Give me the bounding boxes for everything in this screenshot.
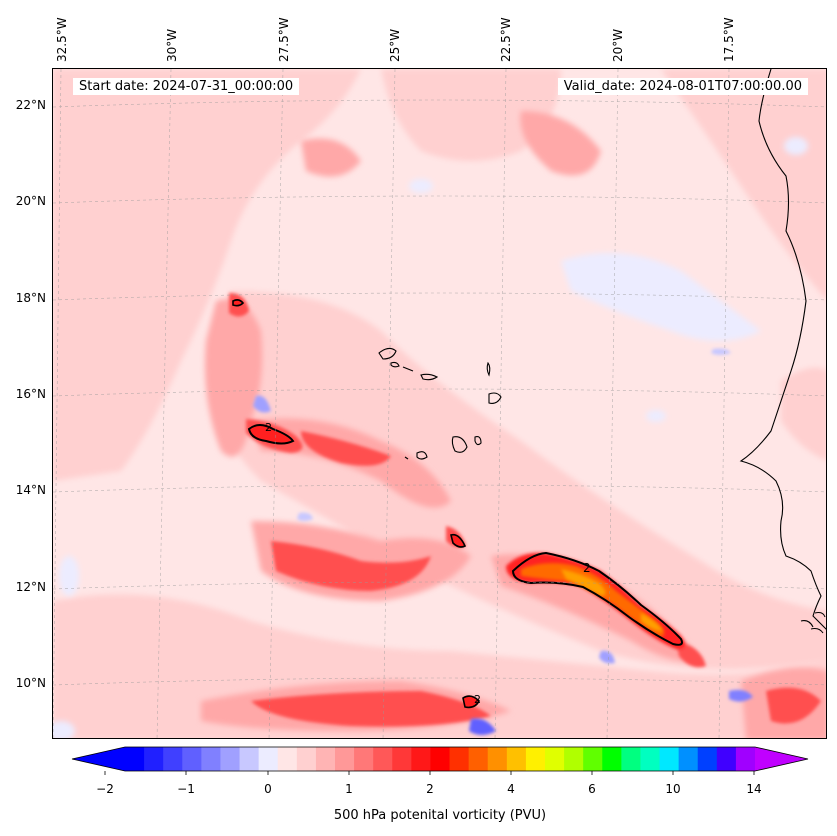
colorbar-swatch [621,747,641,771]
colorbar-swatch [716,747,737,771]
colorbar-swatch [487,747,508,771]
colorbar-swatch [468,747,489,771]
colorbar-swatch [239,747,260,771]
colorbar-tick-minus1: −1 [177,782,195,796]
colorbar-swatch [525,747,546,771]
colorbar-swatch [545,747,565,771]
island-brava [404,456,409,460]
lat-label-16n: 16°N [15,387,46,401]
lon-label-17-5w: 17.5°W [722,17,736,62]
pv-streamer: 2 [506,551,685,649]
island-santo-antao [378,347,397,360]
colorbar-swatch [354,747,374,771]
colorbar-swatch [392,747,412,771]
island-sao-nicolau [402,366,439,381]
colorbar-swatch [296,747,317,771]
colorbar-swatch [201,747,221,771]
pv-blue-cells [253,348,753,735]
colorbar-tick-6: 6 [588,782,596,796]
colorbar-swatch [411,747,431,771]
colorbar-tick-4: 4 [507,782,515,796]
contour-label-streamer: 2 [583,561,591,575]
colorbar-swatch [335,747,355,771]
lat-label-18n: 18°N [15,291,46,305]
colorbar-tick-2: 2 [426,782,434,796]
pv-negative-regions [53,137,808,738]
contour-label-west: 2 [265,421,272,434]
graticule [53,69,826,738]
contour-label-south: 2 [474,693,481,706]
lon-label-32-5w: 32.5°W [55,17,69,62]
lon-label-20w: 20°W [611,28,625,62]
colorbar-over-extension [755,747,808,771]
colorbar-swatch [163,747,183,771]
pv-contour-cells: 2 2 [232,299,481,709]
lat-label-12n: 12°N [15,580,46,594]
lon-label-30w: 30°W [165,28,179,62]
colorbar-swatch [697,747,718,771]
colorbar-outline [71,746,809,772]
colorbar-swatch [506,747,527,771]
colorbar-swatch [125,747,145,771]
colorbar-swatch [182,747,202,771]
island-santiago [451,436,468,453]
island-maio [474,436,482,446]
lon-label-25w: 25°W [388,28,402,62]
colorbar-swatch [144,747,164,771]
colorbar-swatch [602,747,622,771]
colorbar-swatch [277,747,298,771]
colorbar-tick-minus2: −2 [96,782,114,796]
africa-coast [739,69,826,630]
colorbar-tick-1: 1 [345,782,353,796]
colorbar-tick-10: 10 [665,782,681,796]
island-sal [486,361,491,377]
colorbar-swatch [220,747,241,771]
colorbar-swatch [640,747,661,771]
lon-label-22-5w: 22.5°W [499,17,513,62]
colorbar-tick-0: 0 [264,782,272,796]
lat-label-14n: 14°N [15,483,46,497]
colorbar-swatch [449,747,470,771]
colorbar-tick-14: 14 [746,782,762,796]
start-date-label: Start date: 2024-07-31_00:00:00 [73,78,300,95]
lon-label-27-5w: 27.5°W [277,17,291,62]
island-boa-vista [488,392,502,404]
colorbar-swatch [564,747,584,771]
colorbar-label: 500 hPa potenital vorticity (PVU) [333,808,547,823]
colorbar-swatch [258,747,279,771]
colorbar-swatch [678,747,699,771]
colorbar-swatch [735,747,756,771]
colorbar-swatch [430,747,451,771]
coastlines [378,69,826,634]
colorbar-swatch [373,747,393,771]
lat-label-10n: 10°N [15,676,46,690]
colorbar-swatch [315,747,336,771]
lat-label-20n: 20°N [15,194,46,208]
pv-map: 2 2 2 [53,69,826,738]
island-sao-vicente [390,361,400,368]
island-fogo [416,451,428,460]
colorbar-under-extension [72,747,125,771]
bijagos-islands [800,611,826,634]
map-panel: 2 2 2 [52,68,827,739]
colorbar-swatch [583,747,603,771]
colorbar-swatch [659,747,680,771]
lat-label-22n: 22°N [15,98,46,112]
valid-date-label: Valid_date: 2024-08-01T07:00:00.00 [557,78,808,95]
